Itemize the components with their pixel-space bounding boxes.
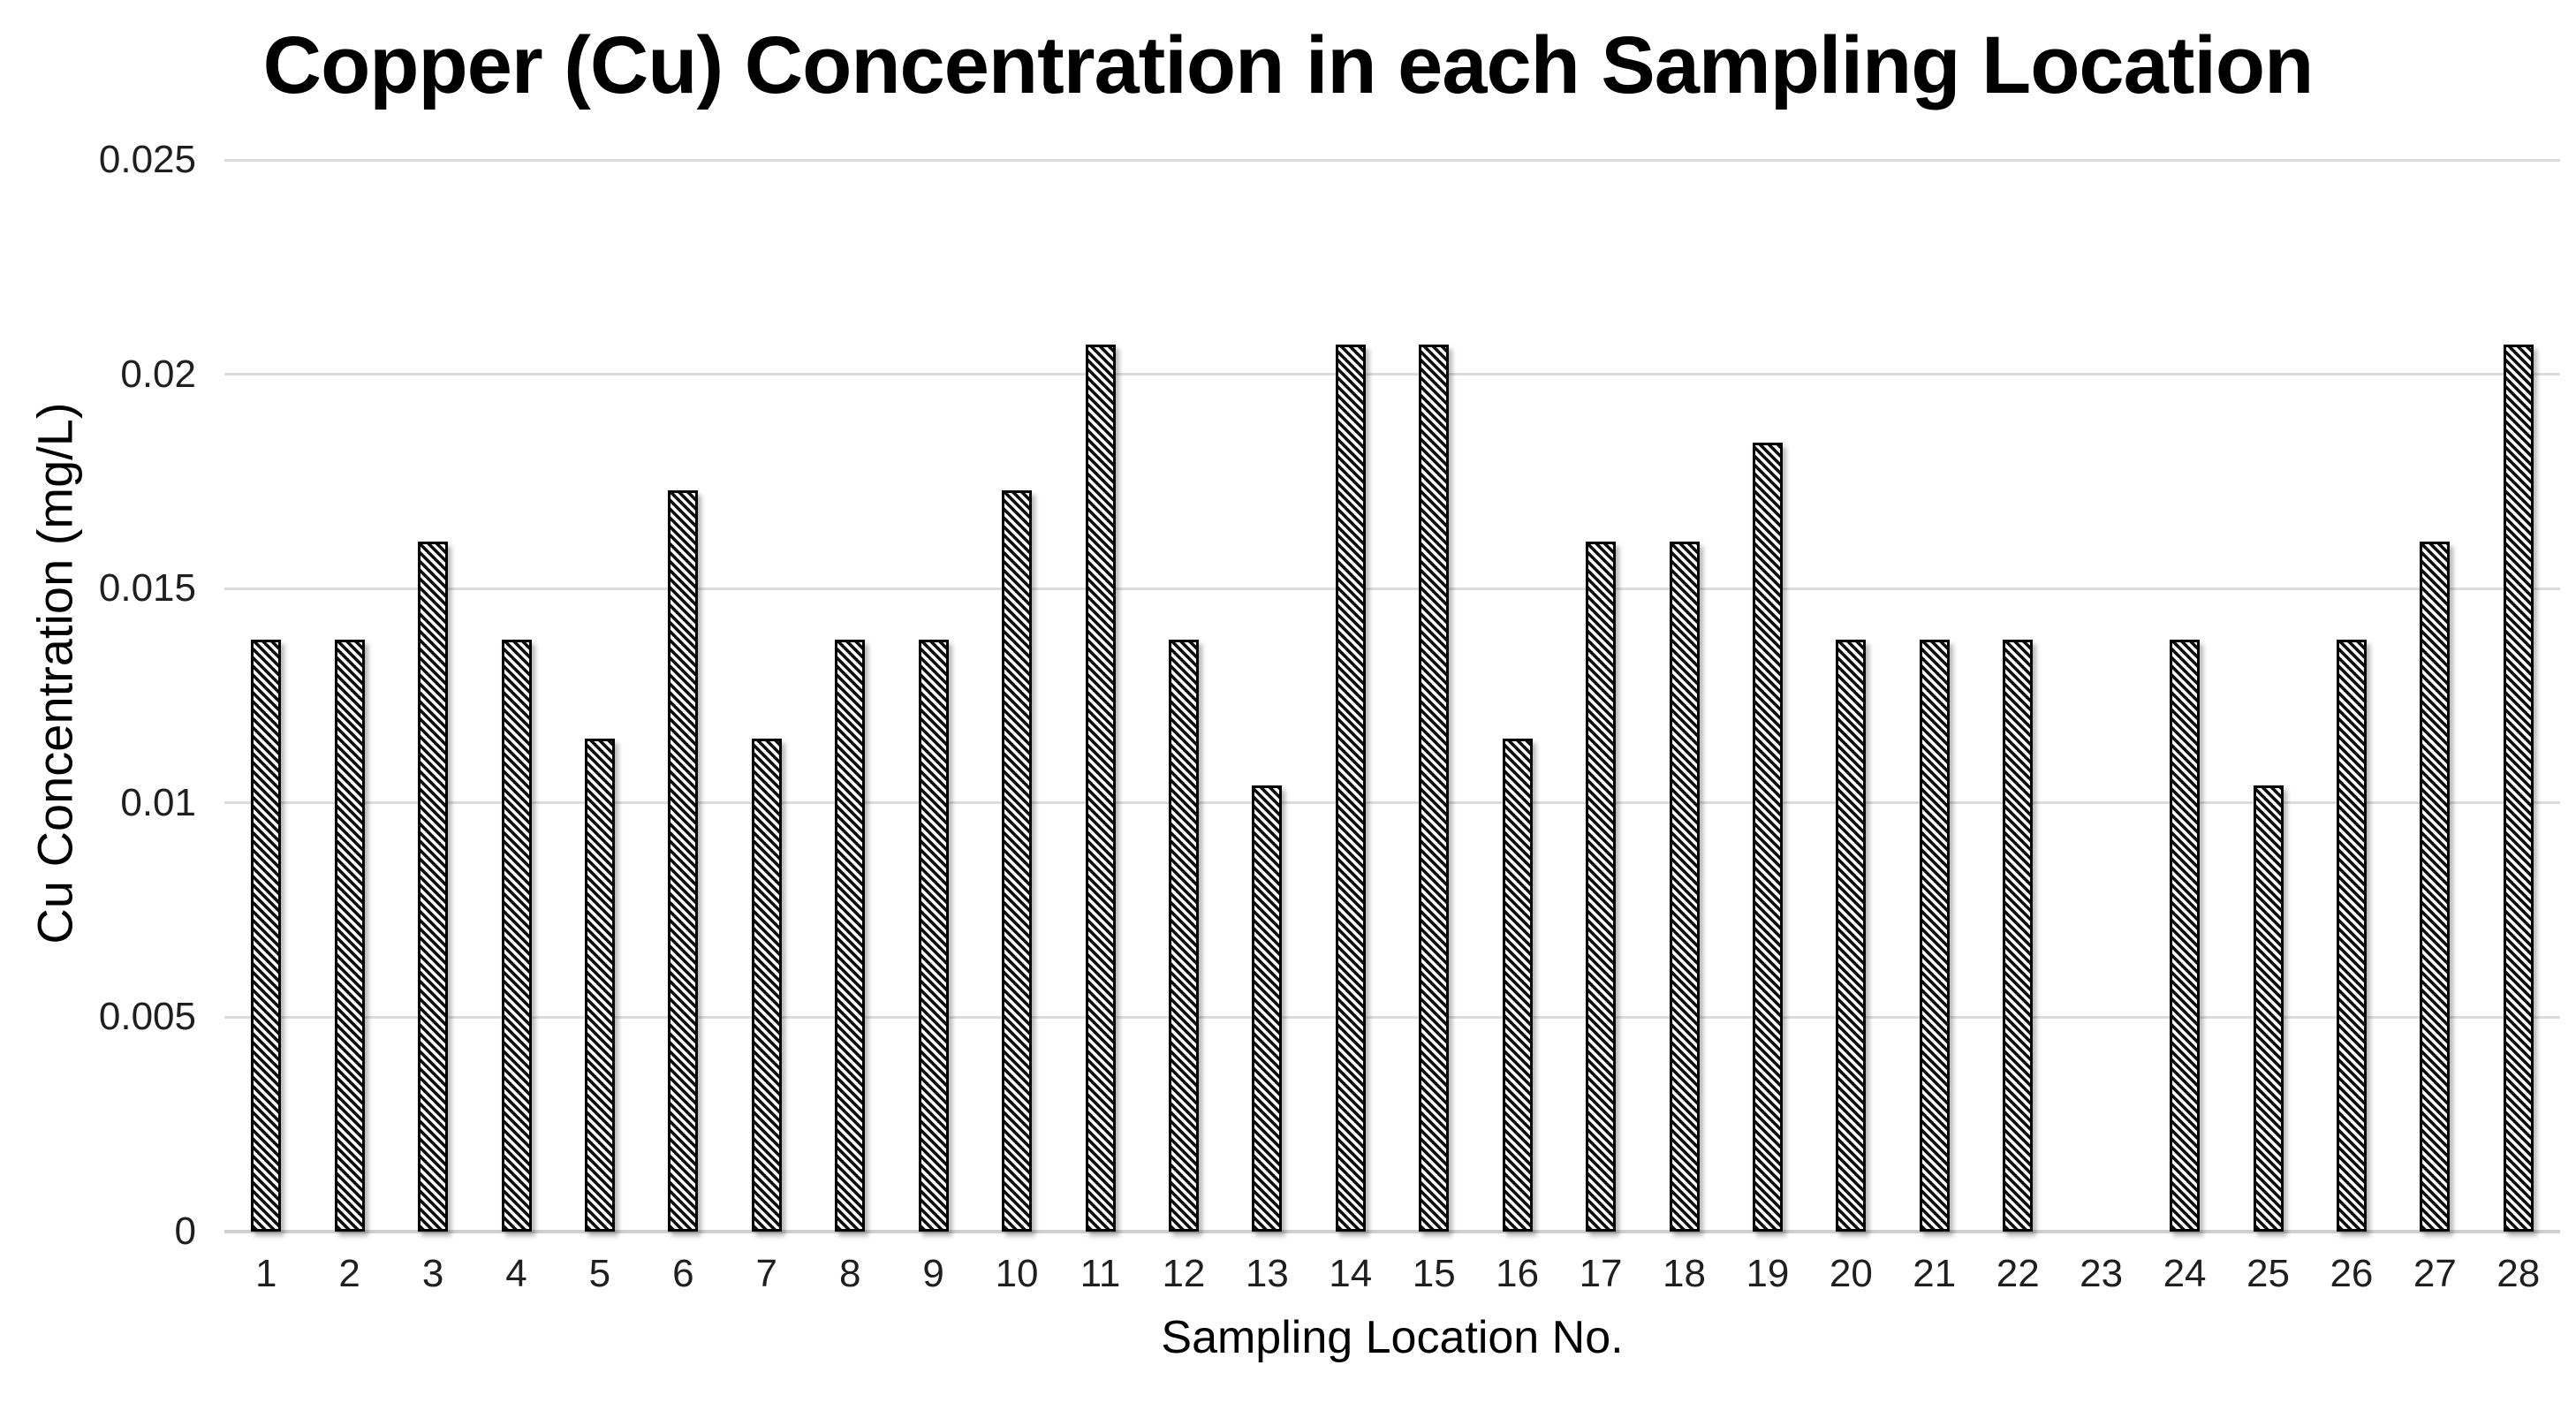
x-tick-label: 11: [1080, 1252, 1121, 1295]
bar: [1586, 541, 1617, 1232]
x-tick-label: 24: [2163, 1252, 2207, 1295]
x-tick-label: 21: [1913, 1252, 1957, 1295]
bar: [835, 640, 866, 1232]
bar: [2170, 640, 2201, 1232]
bar: [2253, 785, 2284, 1232]
bar: [584, 739, 615, 1232]
y-axis-title: Cu Concentration (mg/L): [27, 402, 83, 944]
x-tick-label: 16: [1496, 1252, 1540, 1295]
x-tick-label: 28: [2496, 1252, 2541, 1295]
gridline: [224, 373, 2560, 376]
x-tick-label: 20: [1829, 1252, 1873, 1295]
x-tick-label: 3: [421, 1252, 444, 1295]
bar: [1836, 640, 1867, 1232]
x-tick-label: 23: [2080, 1252, 2124, 1295]
y-tick-label: 0.02: [120, 352, 196, 396]
bar: [1002, 489, 1033, 1232]
y-tick-label: 0.025: [98, 138, 196, 181]
x-axis-line: [224, 1230, 2560, 1233]
bar: [918, 640, 949, 1232]
bar: [1669, 541, 1700, 1232]
gridline: [224, 587, 2560, 590]
bar: [2503, 344, 2534, 1232]
bar: [668, 489, 699, 1232]
x-tick-label: 2: [338, 1252, 360, 1295]
gridline: [224, 801, 2560, 805]
gridline: [224, 1015, 2560, 1019]
x-tick-label: 19: [1746, 1252, 1790, 1295]
bar: [1502, 739, 1533, 1232]
bar: [1252, 785, 1283, 1232]
bar: [1752, 443, 1783, 1232]
x-tick-label: 8: [838, 1252, 861, 1295]
bar: [751, 739, 782, 1232]
x-tick-label: 5: [588, 1252, 611, 1295]
y-tick-label: 0.015: [98, 566, 196, 610]
x-tick-label: 9: [922, 1252, 944, 1295]
y-tick-label: 0: [174, 1210, 196, 1253]
bar: [1085, 344, 1116, 1232]
y-tick-label: 0.01: [120, 780, 196, 824]
bar: [501, 640, 532, 1232]
chart-title: Copper (Cu) Concentration in each Sampli…: [262, 20, 2315, 110]
x-tick-label: 18: [1663, 1252, 1706, 1295]
x-tick-label: 6: [672, 1252, 694, 1295]
bar: [1335, 344, 1366, 1232]
x-tick-label: 14: [1329, 1252, 1373, 1295]
bar: [1419, 344, 1450, 1232]
bar: [2003, 640, 2034, 1232]
x-axis-title: Sampling Location No.: [1161, 1312, 1624, 1363]
x-tick-label: 1: [254, 1252, 277, 1295]
x-tick-label: 26: [2330, 1252, 2374, 1295]
bar: [2336, 640, 2367, 1232]
x-tick-label: 4: [505, 1252, 527, 1295]
bar: [418, 541, 449, 1232]
bar: [251, 640, 282, 1232]
x-tick-label: 17: [1579, 1252, 1623, 1295]
x-tick-label: 25: [2246, 1252, 2290, 1295]
x-tick-label: 7: [755, 1252, 778, 1295]
bar: [1168, 640, 1199, 1232]
bar: [1919, 640, 1950, 1232]
bar: [2420, 541, 2451, 1232]
x-tick-label: 12: [1162, 1252, 1206, 1295]
x-tick-label: 13: [1245, 1252, 1289, 1295]
y-tick-label: 0.005: [98, 995, 196, 1039]
gridline: [224, 158, 2560, 162]
x-tick-label: 22: [1996, 1252, 2040, 1295]
x-tick-label: 27: [2413, 1252, 2457, 1295]
bar: [334, 640, 365, 1232]
x-tick-label: 10: [995, 1252, 1039, 1295]
x-tick-label: 15: [1412, 1252, 1456, 1295]
